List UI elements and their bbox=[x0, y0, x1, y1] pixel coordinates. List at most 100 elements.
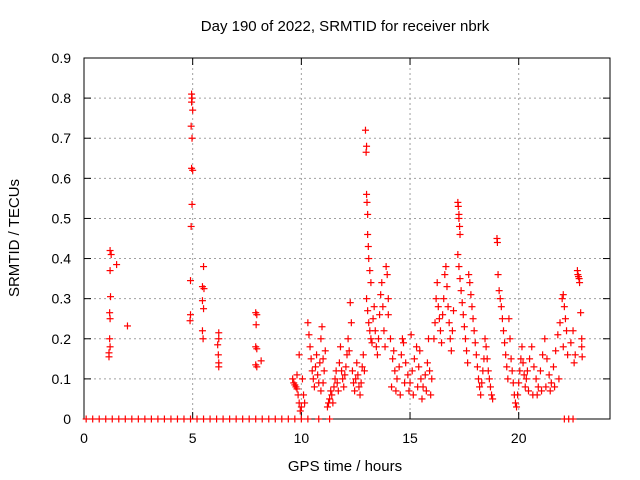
data-point bbox=[390, 347, 398, 355]
x-tick-label: 10 bbox=[294, 430, 310, 446]
data-point bbox=[320, 367, 328, 375]
data-point bbox=[552, 347, 560, 355]
data-point bbox=[405, 387, 413, 395]
data-point bbox=[478, 379, 486, 387]
data-point bbox=[365, 255, 373, 263]
data-point bbox=[106, 247, 114, 255]
data-point bbox=[458, 299, 466, 307]
data-point bbox=[528, 343, 536, 351]
data-point bbox=[501, 339, 509, 347]
data-point bbox=[481, 335, 489, 343]
data-point bbox=[361, 126, 369, 134]
data-point bbox=[559, 291, 567, 299]
data-point bbox=[467, 291, 475, 299]
data-point bbox=[363, 142, 371, 150]
data-point bbox=[198, 327, 206, 335]
data-point bbox=[468, 303, 476, 311]
data-point bbox=[556, 319, 564, 327]
data-point bbox=[319, 379, 327, 387]
data-point bbox=[434, 303, 442, 311]
data-point bbox=[252, 321, 260, 329]
data-point bbox=[160, 415, 168, 423]
data-point bbox=[379, 303, 387, 311]
data-point bbox=[523, 367, 531, 375]
data-point bbox=[382, 263, 390, 271]
data-point bbox=[351, 387, 359, 395]
data-point bbox=[348, 367, 356, 375]
data-point bbox=[187, 277, 195, 285]
data-point bbox=[189, 166, 197, 174]
data-point bbox=[200, 305, 208, 313]
data-point bbox=[305, 331, 313, 339]
data-point bbox=[433, 279, 441, 287]
data-point bbox=[461, 335, 469, 343]
data-point bbox=[340, 383, 348, 391]
data-point bbox=[215, 335, 223, 343]
data-point bbox=[353, 359, 361, 367]
data-point bbox=[364, 230, 372, 238]
data-point bbox=[317, 387, 325, 395]
data-point bbox=[226, 415, 234, 423]
data-point bbox=[107, 293, 115, 301]
data-point bbox=[253, 345, 261, 353]
data-point bbox=[372, 343, 380, 351]
data-point bbox=[418, 395, 426, 403]
data-point bbox=[141, 415, 149, 423]
data-point bbox=[422, 387, 430, 395]
data-point bbox=[367, 335, 375, 343]
data-point bbox=[173, 415, 181, 423]
axis-layer: 0 0.1 0.2 0.3 0.4 0.5 0.6 0.7 0.8 0.9 0 5 10 15 20 bbox=[52, 50, 611, 446]
data-point bbox=[326, 415, 334, 423]
data-point bbox=[446, 335, 454, 343]
data-point bbox=[215, 363, 223, 371]
data-point bbox=[300, 391, 308, 399]
data-point bbox=[541, 335, 549, 343]
data-point bbox=[524, 387, 532, 395]
data-point bbox=[306, 343, 314, 351]
data-point bbox=[214, 341, 222, 349]
data-point bbox=[199, 335, 207, 343]
x-tick-label: 5 bbox=[189, 430, 197, 446]
data-point bbox=[253, 311, 261, 319]
data-point bbox=[362, 148, 370, 156]
data-point bbox=[576, 279, 584, 287]
data-point bbox=[315, 415, 323, 423]
y-tick-label: 0.3 bbox=[52, 291, 72, 307]
data-point bbox=[392, 387, 400, 395]
data-point bbox=[483, 355, 491, 363]
data-point bbox=[297, 415, 305, 423]
data-point bbox=[470, 327, 478, 335]
data-point bbox=[284, 415, 292, 423]
data-point bbox=[307, 355, 315, 363]
data-point bbox=[507, 355, 515, 363]
data-point bbox=[578, 335, 586, 343]
data-point bbox=[232, 415, 240, 423]
data-point bbox=[343, 351, 351, 359]
data-point bbox=[368, 339, 376, 347]
data-point bbox=[430, 335, 438, 343]
data-point bbox=[338, 367, 346, 375]
data-point bbox=[358, 363, 366, 371]
data-point bbox=[313, 351, 321, 359]
data-point bbox=[364, 243, 372, 251]
data-point bbox=[354, 371, 362, 379]
data-point bbox=[460, 323, 468, 331]
data-point bbox=[567, 339, 575, 347]
data-point bbox=[555, 375, 563, 383]
data-point bbox=[342, 363, 350, 371]
data-point bbox=[475, 375, 482, 383]
data-point bbox=[363, 295, 371, 303]
data-point bbox=[404, 371, 412, 379]
data-point bbox=[167, 415, 175, 423]
data-point bbox=[365, 319, 373, 327]
data-point bbox=[357, 379, 365, 387]
data-point bbox=[188, 200, 196, 208]
data-point bbox=[373, 351, 381, 359]
data-point bbox=[301, 399, 309, 407]
data-point bbox=[504, 375, 512, 383]
data-point bbox=[187, 122, 195, 130]
data-point bbox=[318, 323, 326, 331]
data-point bbox=[517, 355, 525, 363]
data-point bbox=[107, 251, 115, 259]
